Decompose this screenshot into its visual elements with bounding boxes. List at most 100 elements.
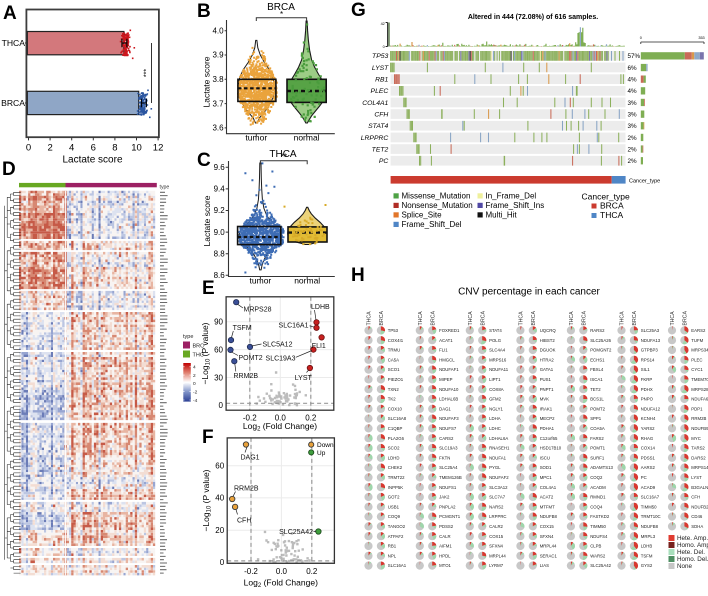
svg-text:Altered in 444 (72.08%) of 616: Altered in 444 (72.08%) of 616 samples.: [468, 14, 598, 21]
svg-text:TIMM50: TIMM50: [590, 524, 606, 529]
svg-text:60: 60: [215, 462, 224, 471]
svg-text:COL4A1: COL4A1: [540, 485, 557, 490]
svg-text:SPP1: SPP1: [590, 416, 602, 421]
svg-text:57%: 57%: [628, 53, 641, 60]
svg-text:TSFM: TSFM: [641, 553, 653, 558]
svg-text:COL4A1: COL4A1: [362, 100, 388, 107]
svg-text:RPS14: RPS14: [641, 357, 655, 362]
svg-text:MTO1: MTO1: [439, 563, 451, 568]
svg-text:THCA: THCA: [468, 311, 474, 326]
svg-text:BRCA: BRCA: [683, 311, 689, 326]
svg-text:Frame_Shift_Del: Frame_Shift_Del: [402, 220, 462, 229]
svg-text:ATPAF2: ATPAF2: [388, 534, 404, 539]
svg-text:PDHA1: PDHA1: [540, 426, 555, 431]
svg-text:PNPT1: PNPT1: [540, 387, 554, 392]
svg-text:BRCA: BRCA: [480, 311, 486, 326]
svg-text:2: 2: [193, 373, 196, 379]
svg-text:BRCA: BRCA: [531, 311, 537, 326]
svg-text:CYC1: CYC1: [691, 367, 703, 372]
svg-text:MRPS34: MRPS34: [691, 348, 708, 353]
svg-text:MRPS28: MRPS28: [691, 387, 708, 392]
svg-text:FBXL4: FBXL4: [590, 367, 604, 372]
svg-text:4: 4: [69, 143, 74, 154]
svg-text:SCO1: SCO1: [388, 367, 400, 372]
svg-text:THCA: THCA: [620, 311, 626, 326]
svg-text:type: type: [160, 185, 170, 191]
svg-text:Homo. Amp.: Homo. Amp.: [677, 542, 708, 549]
svg-text:20: 20: [215, 526, 224, 535]
svg-text:JAK2: JAK2: [439, 495, 450, 500]
svg-text:YARS2: YARS2: [641, 426, 655, 431]
svg-text:PC: PC: [641, 475, 647, 480]
svg-text:DAG1: DAG1: [439, 406, 451, 411]
svg-text:PDHX: PDHX: [641, 387, 653, 392]
svg-text:3.8: 3.8: [212, 75, 224, 84]
svg-text:BRCA: BRCA: [267, 2, 295, 13]
svg-text:H: H: [351, 265, 365, 286]
svg-text:90: 90: [214, 318, 223, 327]
svg-text:BCS1L: BCS1L: [590, 397, 604, 402]
svg-text:E: E: [202, 278, 215, 299]
svg-text:TUFM: TUFM: [691, 338, 703, 343]
svg-text:COX15: COX15: [540, 524, 555, 529]
svg-text:3%: 3%: [628, 112, 638, 119]
svg-text:Log2 (Fold Change): Log2 (Fold Change): [244, 578, 318, 590]
svg-text:ISCU: ISCU: [540, 455, 550, 460]
svg-text:3%: 3%: [628, 123, 638, 130]
svg-text:TRMT10C: TRMT10C: [641, 514, 661, 519]
svg-text:-4: -4: [193, 398, 198, 404]
svg-text:NGLY1: NGLY1: [489, 406, 503, 411]
svg-text:THCA: THCA: [519, 311, 525, 326]
svg-text:NDUFB2: NDUFB2: [691, 504, 708, 509]
svg-text:LDHB: LDHB: [641, 544, 653, 549]
svg-text:MRPL44: MRPL44: [540, 544, 557, 549]
svg-text:0.0: 0.0: [276, 567, 288, 576]
svg-text:BRCA: BRCA: [1, 98, 25, 108]
svg-text:COA5A: COA5A: [590, 426, 605, 431]
svg-text:HIBST2: HIBST2: [540, 338, 556, 343]
svg-text:ACADM: ACADM: [590, 485, 606, 490]
svg-text:COX10: COX10: [388, 406, 403, 411]
svg-text:3.6: 3.6: [212, 124, 224, 133]
svg-text:9.0: 9.0: [214, 228, 226, 237]
svg-text:RARS2: RARS2: [590, 328, 605, 333]
svg-text:UQCRQ: UQCRQ: [540, 328, 557, 333]
svg-text:THCA: THCA: [2, 38, 26, 48]
svg-text:NDUFB9: NDUFB9: [691, 426, 708, 431]
svg-text:IRAK1: IRAK1: [540, 406, 553, 411]
svg-text:CHEK2: CHEK2: [388, 465, 403, 470]
svg-text:−Log10 (P value): −Log10 (P value): [201, 469, 213, 531]
svg-text:LIAS: LIAS: [540, 563, 549, 568]
svg-text:Lactate score: Lactate score: [62, 155, 122, 166]
svg-text:SOD1: SOD1: [540, 465, 552, 470]
svg-text:9.2: 9.2: [214, 206, 226, 215]
svg-text:12: 12: [153, 143, 164, 154]
svg-text:RHAG: RHAG: [641, 436, 654, 441]
svg-text:40: 40: [215, 494, 224, 503]
svg-text:LDHAL6B: LDHAL6B: [439, 397, 458, 402]
svg-text:FKTN: FKTN: [439, 455, 450, 460]
svg-text:THCA: THCA: [569, 311, 575, 326]
svg-text:A: A: [3, 3, 17, 24]
svg-text:Up: Up: [317, 450, 326, 457]
svg-text:TRMT22: TRMT22: [388, 475, 405, 480]
svg-text:DARS2: DARS2: [691, 455, 706, 460]
svg-text:CLPB: CLPB: [590, 544, 601, 549]
svg-text:RMND1: RMND1: [590, 495, 606, 500]
svg-text:MPC1: MPC1: [540, 475, 553, 480]
svg-text:HMGCL: HMGCL: [439, 357, 455, 362]
svg-text:NDUFB8: NDUFB8: [641, 524, 659, 529]
svg-text:WARS2: WARS2: [590, 553, 606, 558]
svg-text:0: 0: [26, 143, 31, 154]
svg-text:2%: 2%: [628, 146, 638, 153]
svg-text:PIEZO1: PIEZO1: [388, 377, 404, 382]
svg-text:LDHD: LDHD: [388, 455, 400, 460]
svg-text:COQ2: COQ2: [590, 475, 603, 480]
svg-text:TP53: TP53: [388, 328, 399, 333]
svg-text:PDP1: PDP1: [691, 406, 703, 411]
svg-text:DAG1: DAG1: [241, 455, 260, 462]
svg-text:LDHB: LDHB: [311, 304, 330, 311]
svg-text:SLC19A3: SLC19A3: [439, 446, 458, 451]
svg-text:8: 8: [112, 143, 117, 154]
svg-text:SLC16A1: SLC16A1: [388, 563, 407, 568]
